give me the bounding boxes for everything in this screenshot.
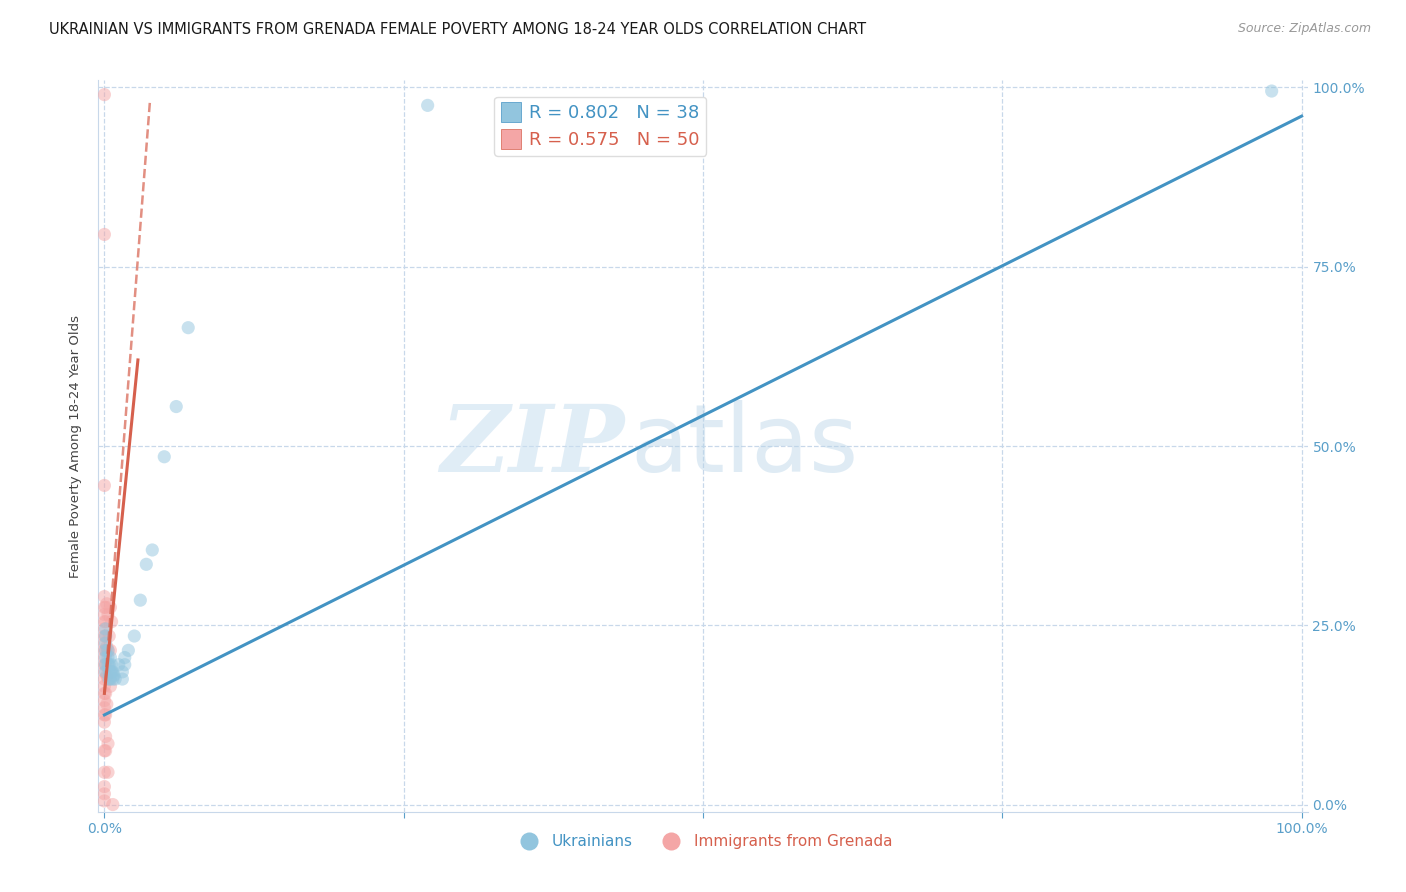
Point <box>94 622 117 636</box>
Point <box>93 744 115 758</box>
Point <box>93 643 115 657</box>
Point <box>93 615 115 629</box>
Point <box>93 672 115 686</box>
Text: ZIP: ZIP <box>440 401 624 491</box>
Point <box>94 600 117 615</box>
Point <box>135 558 157 572</box>
Point <box>107 657 129 672</box>
Point <box>97 657 120 672</box>
Point <box>94 665 117 679</box>
Point <box>93 693 115 707</box>
Point <box>100 672 122 686</box>
Point <box>93 650 115 665</box>
Y-axis label: Female Poverty Among 18-24 Year Olds: Female Poverty Among 18-24 Year Olds <box>69 315 83 577</box>
Point <box>129 593 152 607</box>
Point <box>114 657 136 672</box>
Point <box>93 715 115 730</box>
Point <box>177 320 200 334</box>
Point <box>94 744 117 758</box>
Point <box>94 650 117 665</box>
Point <box>101 665 124 679</box>
Text: Source: ZipAtlas.com: Source: ZipAtlas.com <box>1237 22 1371 36</box>
Point <box>93 590 115 604</box>
Text: UKRAINIAN VS IMMIGRANTS FROM GRENADA FEMALE POVERTY AMONG 18-24 YEAR OLDS CORREL: UKRAINIAN VS IMMIGRANTS FROM GRENADA FEM… <box>49 22 866 37</box>
Point <box>94 643 117 657</box>
Point <box>96 640 118 654</box>
Point <box>153 450 176 464</box>
Point <box>96 668 118 682</box>
Point <box>100 600 122 615</box>
Point <box>141 543 163 558</box>
Point <box>93 780 115 794</box>
Point <box>93 657 115 672</box>
Point <box>94 730 117 744</box>
Point <box>93 636 115 650</box>
Point <box>519 98 541 112</box>
Point <box>98 665 121 679</box>
Point <box>97 643 120 657</box>
Point <box>97 672 120 686</box>
Point <box>93 600 115 615</box>
Point <box>104 672 127 686</box>
Point <box>93 679 115 693</box>
Point <box>103 668 125 682</box>
Point <box>100 615 122 629</box>
Point <box>94 615 117 629</box>
Point <box>93 794 115 808</box>
Point <box>94 629 117 643</box>
Point <box>93 607 115 622</box>
Point <box>98 657 121 672</box>
Point <box>100 665 122 679</box>
Point <box>93 622 115 636</box>
Point <box>97 737 120 751</box>
Point <box>94 707 117 722</box>
Point <box>93 227 115 242</box>
Point <box>93 87 115 102</box>
Point <box>101 672 124 686</box>
Point <box>98 629 121 643</box>
Point <box>100 665 122 679</box>
Point <box>93 787 115 801</box>
Point <box>100 679 122 693</box>
Point <box>101 797 124 812</box>
Point <box>94 643 117 657</box>
Point <box>93 478 115 492</box>
Point <box>111 665 134 679</box>
Point <box>94 686 117 700</box>
Point <box>100 650 122 665</box>
Point <box>93 665 115 679</box>
Point <box>117 643 139 657</box>
Point <box>96 597 118 611</box>
Point <box>93 629 115 643</box>
Point <box>124 629 146 643</box>
Point <box>94 629 117 643</box>
Point <box>97 643 120 657</box>
Text: atlas: atlas <box>630 400 859 492</box>
Point <box>100 657 122 672</box>
Point <box>416 98 439 112</box>
Point <box>94 657 117 672</box>
Point <box>165 400 187 414</box>
Point <box>93 707 115 722</box>
Legend: Ukrainians, Immigrants from Grenada: Ukrainians, Immigrants from Grenada <box>508 828 898 855</box>
Point <box>97 650 120 665</box>
Point <box>93 686 115 700</box>
Point <box>1260 84 1282 98</box>
Point <box>100 643 122 657</box>
Point <box>97 765 120 780</box>
Point <box>94 657 117 672</box>
Point <box>94 636 117 650</box>
Point <box>93 765 115 780</box>
Point <box>98 672 121 686</box>
Point <box>111 672 134 686</box>
Point <box>114 650 136 665</box>
Point <box>93 700 115 714</box>
Point <box>97 607 120 622</box>
Point <box>96 697 118 711</box>
